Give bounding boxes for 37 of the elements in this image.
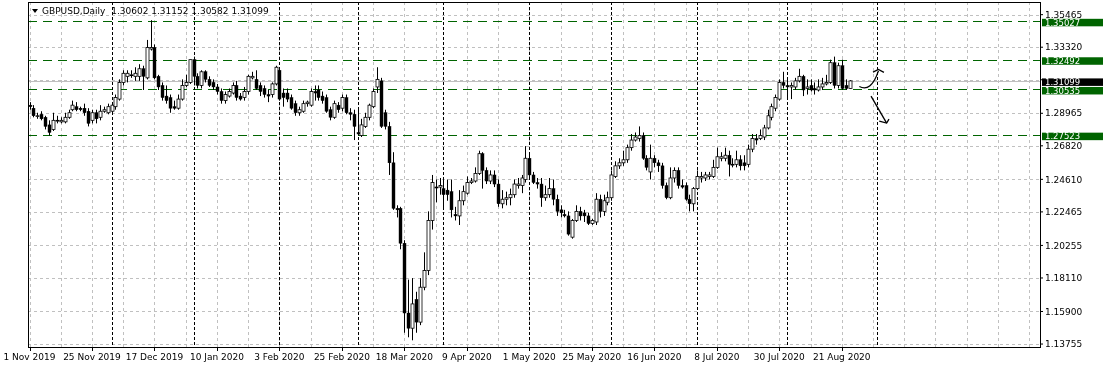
- y-tick-label: 1.18110: [1045, 273, 1083, 284]
- x-tick-label: 16 Jun 2020: [627, 352, 682, 362]
- candlestick: [449, 179, 454, 218]
- x-tick-label: 8 Jul 2020: [694, 352, 740, 362]
- y-tick-label: 1.22465: [1045, 207, 1083, 218]
- candlestick: [192, 56, 197, 86]
- y-tick-label: 1.20255: [1045, 240, 1083, 251]
- y-tick-label: 1.15900: [1045, 306, 1083, 317]
- x-tick-label: 18 Mar 2020: [375, 352, 434, 362]
- y-tick-label: 1.28965: [1045, 108, 1083, 119]
- x-tick-label: 10 Jan 2020: [189, 352, 245, 362]
- y-tick-label: 1.13755: [1045, 339, 1083, 350]
- x-tick-label: 21 Aug 2020: [812, 352, 871, 362]
- x-tick-label: 1 Nov 2019: [3, 352, 56, 362]
- candlestick: [356, 109, 361, 137]
- x-tick-label: 25 Nov 2019: [63, 352, 122, 362]
- x-tick-label: 9 Apr 2020: [441, 352, 493, 362]
- x-tick-label: 3 Feb 2020: [254, 352, 305, 362]
- candlestick: [547, 177, 552, 199]
- x-tick-label: 30 Jul 2020: [753, 352, 806, 362]
- y-tick-label: 1.26820: [1045, 140, 1083, 151]
- ref-line-label: 1.31099: [1045, 77, 1081, 88]
- y-tick-label: 1.24610: [1045, 174, 1083, 185]
- candlestick: [602, 194, 607, 217]
- ref-line-label: 1.35027: [1045, 17, 1081, 28]
- candlestick: [188, 59, 193, 85]
- ref-line-label: 1.27523: [1045, 131, 1081, 142]
- x-tick-label: 25 Feb 2020: [313, 352, 371, 362]
- y-tick-label: 1.33320: [1045, 42, 1083, 53]
- y-tick-label: 1.35465: [1045, 9, 1083, 20]
- x-tick-label: 1 May 2020: [502, 352, 557, 362]
- x-tick-label: 25 May 2020: [562, 352, 622, 362]
- x-tick-label: 17 Dec 2019: [125, 352, 184, 362]
- ref-line-label: 1.30535: [1045, 85, 1081, 96]
- candlestick: [832, 56, 837, 89]
- candlestick: [836, 62, 841, 89]
- ref-line-label: 1.32492: [1045, 56, 1081, 66]
